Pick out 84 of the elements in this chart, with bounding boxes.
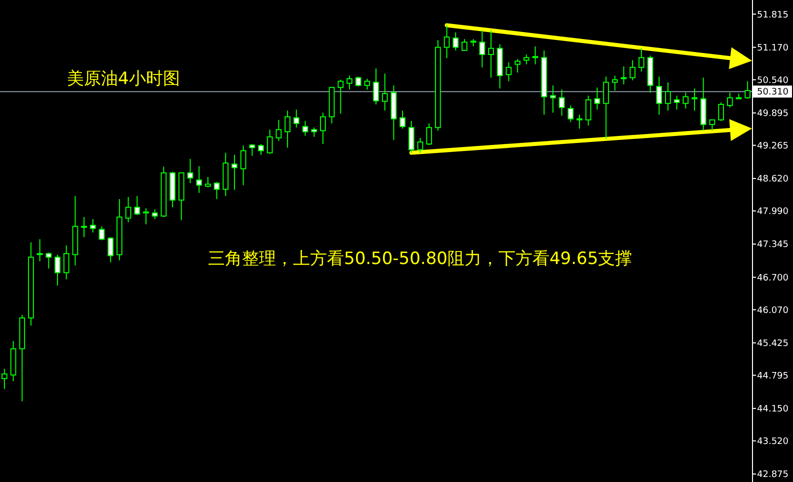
candlestick [674, 95, 680, 110]
y-tick-label: 44.150 [757, 404, 789, 415]
candlestick [612, 75, 618, 92]
candlestick [620, 66, 627, 85]
candlestick [284, 110, 290, 148]
candlestick [506, 62, 512, 82]
candlestick [276, 119, 282, 142]
candlestick [382, 73, 388, 112]
candlestick [656, 76, 662, 116]
candlestick [417, 137, 424, 154]
y-tick-label: 47.990 [757, 207, 789, 218]
candlestick [709, 119, 716, 132]
candlestick [355, 76, 362, 87]
candlestick [462, 38, 468, 51]
y-tick-label: 43.520 [757, 436, 789, 447]
candlestick [90, 218, 96, 234]
candlestick [665, 82, 671, 112]
candlestick [726, 92, 733, 108]
candlestick [346, 75, 352, 90]
candlestick [187, 158, 194, 184]
y-tick-label: 49.265 [757, 141, 788, 152]
annotation: 三角整理，上方看50.50-50.80阻力，下方看49.65支撑 [208, 249, 632, 269]
candlestick [214, 182, 220, 200]
candlestick [603, 76, 609, 140]
candlestick [338, 79, 344, 114]
candlestick [523, 54, 530, 65]
candlestick [532, 46, 538, 65]
candlestick [630, 60, 636, 81]
candlestick [426, 122, 432, 146]
candlestick [232, 154, 238, 190]
candlestick [196, 166, 202, 194]
y-tick-label: 46.700 [757, 273, 789, 284]
candlestick [558, 89, 565, 116]
candlestick [488, 30, 494, 78]
candlestick [125, 196, 132, 223]
candlestick [550, 84, 556, 114]
candlestick [152, 208, 158, 220]
candlestick [479, 30, 486, 68]
candlestick [594, 86, 600, 110]
candlestick [444, 24, 450, 59]
candlestick [46, 252, 52, 270]
y-tick-label: 48.620 [757, 174, 789, 185]
candlestick [682, 92, 689, 110]
candlestick [81, 216, 87, 238]
candlestick [108, 236, 114, 263]
candlestick [364, 78, 370, 90]
y-tick-label: 46.070 [757, 306, 789, 316]
candlestick [514, 58, 520, 74]
candlestick [204, 176, 211, 188]
candlestick [638, 48, 644, 72]
candlestick [311, 127, 318, 138]
candlestick [36, 238, 43, 262]
candlestick [452, 32, 459, 51]
candlestick [320, 112, 326, 145]
candlestick [293, 109, 300, 128]
candlestick [258, 144, 264, 156]
candlestick [568, 104, 574, 122]
candlestick [585, 95, 592, 126]
candlestick [240, 145, 246, 186]
candlestick [54, 254, 60, 286]
candlestick [373, 68, 379, 105]
y-tick-label: 42.875 [757, 470, 788, 480]
candlestick [134, 195, 140, 216]
candlestick [249, 144, 256, 156]
ref-line-label: 50.310 [757, 88, 789, 98]
candlestick [302, 120, 308, 136]
candlestick [408, 120, 414, 154]
candlestick [718, 102, 724, 122]
candlestick [400, 110, 406, 130]
y-tick-label: 51.170 [757, 43, 789, 54]
candlestick [692, 88, 698, 112]
candlestick [143, 208, 149, 225]
y-tick-label: 45.425 [757, 339, 788, 350]
candlestick [266, 129, 273, 154]
y-tick-label: 50.540 [757, 76, 789, 86]
candlestick [576, 114, 582, 130]
y-tick-label: 49.895 [757, 109, 788, 120]
y-tick-label: 44.795 [757, 371, 788, 382]
candlestick [744, 80, 751, 100]
y-tick-label: 51.815 [757, 10, 788, 20]
y-tick-label: 47.345 [757, 240, 788, 250]
text: 美原油4小时图 [67, 69, 180, 89]
candlestick [63, 244, 70, 280]
candlestick [98, 226, 105, 241]
